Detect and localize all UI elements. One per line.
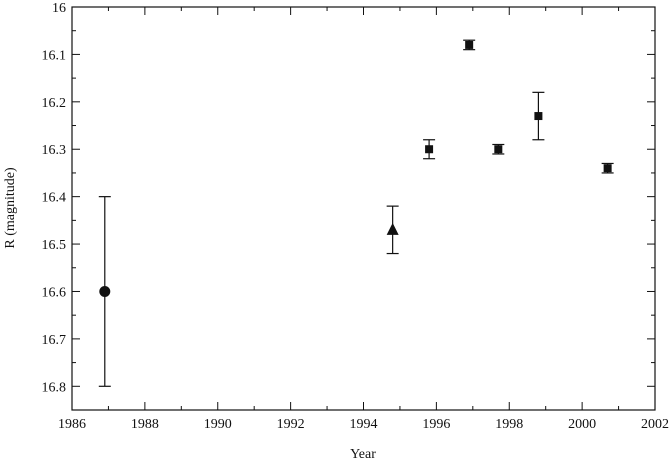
y-tick-label: 16.3: [42, 143, 67, 158]
y-axis-label: R (magnitude): [3, 167, 18, 249]
y-tick-label: 16.6: [42, 285, 67, 300]
x-tick-label: 1986: [58, 417, 86, 432]
data-point: [494, 145, 503, 154]
data-point: [386, 222, 399, 235]
x-tick-label: 1998: [495, 417, 523, 432]
y-tick-label: 16.1: [42, 48, 67, 63]
x-tick-label: 2000: [568, 417, 596, 432]
plot-frame: [71, 6, 656, 411]
data-point: [465, 40, 474, 49]
y-tick-label: 16.5: [42, 238, 67, 253]
y-tick-label: 16.7: [42, 333, 67, 348]
x-tick-label: 2002: [641, 417, 669, 432]
x-tick-label: 1994: [350, 417, 378, 432]
data-point: [425, 145, 434, 154]
x-axis-label: Year: [350, 447, 376, 462]
x-tick-label: 1996: [422, 417, 450, 432]
x-tick-label: 1990: [204, 417, 232, 432]
x-tick-label: 1988: [131, 417, 159, 432]
data-point: [603, 164, 612, 173]
data-point: [99, 285, 111, 297]
y-tick-label: 16.8: [42, 380, 67, 395]
y-tick-label: 16.4: [42, 191, 67, 206]
y-tick-label: 16.2: [42, 96, 67, 111]
data-point: [534, 112, 543, 121]
x-tick-label: 1992: [277, 417, 305, 432]
y-tick-label: 16: [52, 1, 66, 16]
